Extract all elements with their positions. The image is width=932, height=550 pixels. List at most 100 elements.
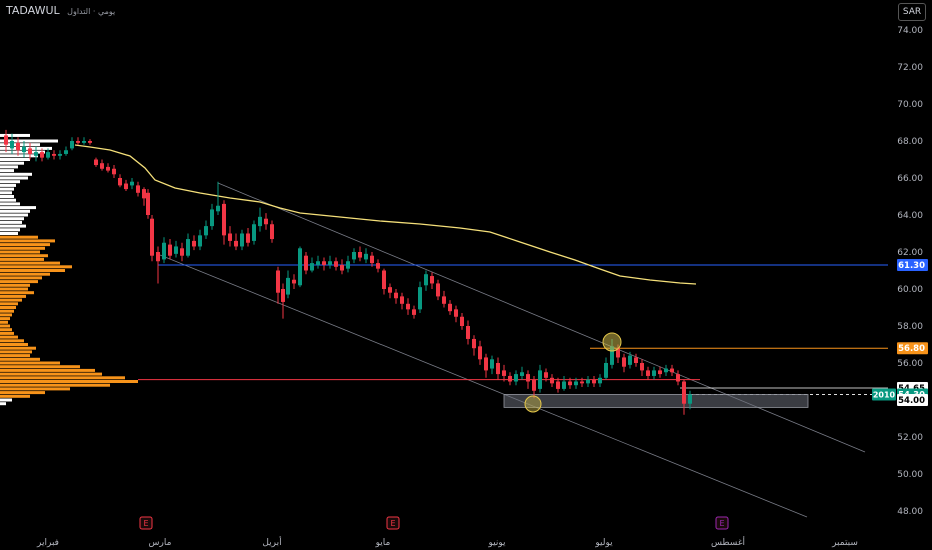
candle-body <box>281 289 285 302</box>
profile-bar <box>0 202 20 206</box>
candle-body <box>264 218 268 225</box>
candle-body <box>454 309 458 317</box>
support-zone <box>503 394 809 408</box>
candle-body <box>472 338 476 349</box>
candle-body <box>376 263 380 269</box>
candle-body <box>388 287 392 293</box>
candle-body <box>276 270 280 293</box>
profile-bar <box>0 368 95 372</box>
price-tick: 68.00 <box>897 137 923 147</box>
profile-bar <box>0 198 16 202</box>
candle-body <box>34 152 38 156</box>
candle-body <box>64 150 68 154</box>
candle-body <box>460 316 464 326</box>
candle-body <box>16 142 20 151</box>
candle-body <box>466 326 470 339</box>
candle-body <box>394 292 398 299</box>
price-tick: 50.00 <box>897 470 923 480</box>
profile-bar <box>0 161 24 165</box>
candle-body <box>484 357 488 371</box>
profile-bar <box>0 250 40 254</box>
candle-body <box>502 370 506 376</box>
candle-body <box>604 363 608 378</box>
currency-button[interactable]: SAR <box>898 3 926 21</box>
earnings-marker-box <box>715 516 729 530</box>
earnings-marker-box <box>139 516 153 530</box>
price-tick: 52.00 <box>897 433 923 443</box>
candle-body <box>204 226 208 236</box>
candle-body <box>174 246 178 254</box>
candle-body <box>210 209 214 227</box>
profile-bar <box>0 232 18 235</box>
profile-bar <box>0 298 22 302</box>
moving-average <box>74 144 697 285</box>
profile-bar <box>0 383 110 387</box>
candle-body <box>418 287 422 310</box>
candle-body <box>538 370 542 389</box>
price-tick: 60.00 <box>897 285 923 295</box>
candle-body <box>222 203 226 236</box>
candle-body <box>646 370 650 376</box>
profile-bar <box>0 187 14 191</box>
profile-bar <box>0 339 24 343</box>
candle-body <box>340 264 344 271</box>
highlight-circle-top <box>602 332 622 352</box>
candle-body <box>490 359 494 369</box>
price-label-bg <box>897 394 928 406</box>
profile-bar <box>0 235 38 239</box>
countdown-label: 2010 <box>873 390 896 399</box>
profile-bar <box>0 365 80 369</box>
candle-body <box>40 152 44 158</box>
candle-body <box>28 148 32 154</box>
profile-bar <box>0 239 55 243</box>
earnings-marker-label: E <box>719 519 724 528</box>
support-zone-box <box>503 394 809 408</box>
time-tick: أبريل <box>262 536 281 548</box>
candle-body <box>628 355 632 365</box>
profile-bar <box>0 276 42 280</box>
time-tick: أغسطس <box>711 536 745 548</box>
candle-body <box>400 296 404 304</box>
profile-bar <box>0 391 45 395</box>
candle-body <box>598 377 602 384</box>
time-tick: يونيو <box>487 538 506 548</box>
price-tick: 48.00 <box>897 507 923 517</box>
candle-body <box>658 370 662 375</box>
volume-profile <box>0 133 138 406</box>
candle-body <box>298 248 302 286</box>
profile-bar <box>0 324 10 328</box>
candles <box>4 129 692 415</box>
candle-body <box>82 141 86 143</box>
candle-body <box>130 181 134 186</box>
candle-body <box>234 240 238 247</box>
candle-body <box>508 375 512 382</box>
symbol-header: TADAWUL يومي · التداول <box>6 4 115 17</box>
profile-bar <box>0 346 36 350</box>
candle-body <box>76 141 80 143</box>
profile-bar <box>0 154 38 158</box>
channel-lower <box>159 254 808 518</box>
profile-bar <box>0 217 24 221</box>
profile-bar <box>0 335 18 339</box>
candle-body <box>240 233 244 247</box>
price-tick: 66.00 <box>897 174 923 184</box>
candle-body <box>676 374 680 382</box>
time-tick: مارس <box>149 538 172 548</box>
profile-bar <box>0 302 18 306</box>
candle-body <box>258 216 262 227</box>
profile-bar <box>0 139 58 143</box>
candle-body <box>568 381 572 386</box>
price-tick: 72.00 <box>897 63 923 73</box>
candle-body <box>180 248 184 256</box>
profile-bar <box>0 169 14 173</box>
candle-body <box>562 381 566 389</box>
candle-body <box>168 244 172 256</box>
profile-bar <box>0 283 30 287</box>
candle-body <box>682 381 686 404</box>
profile-bar <box>0 228 20 232</box>
price-label: 61.30 <box>898 261 925 271</box>
candle-body <box>358 252 362 258</box>
trend-channels <box>159 182 866 518</box>
candle-body <box>136 185 140 193</box>
